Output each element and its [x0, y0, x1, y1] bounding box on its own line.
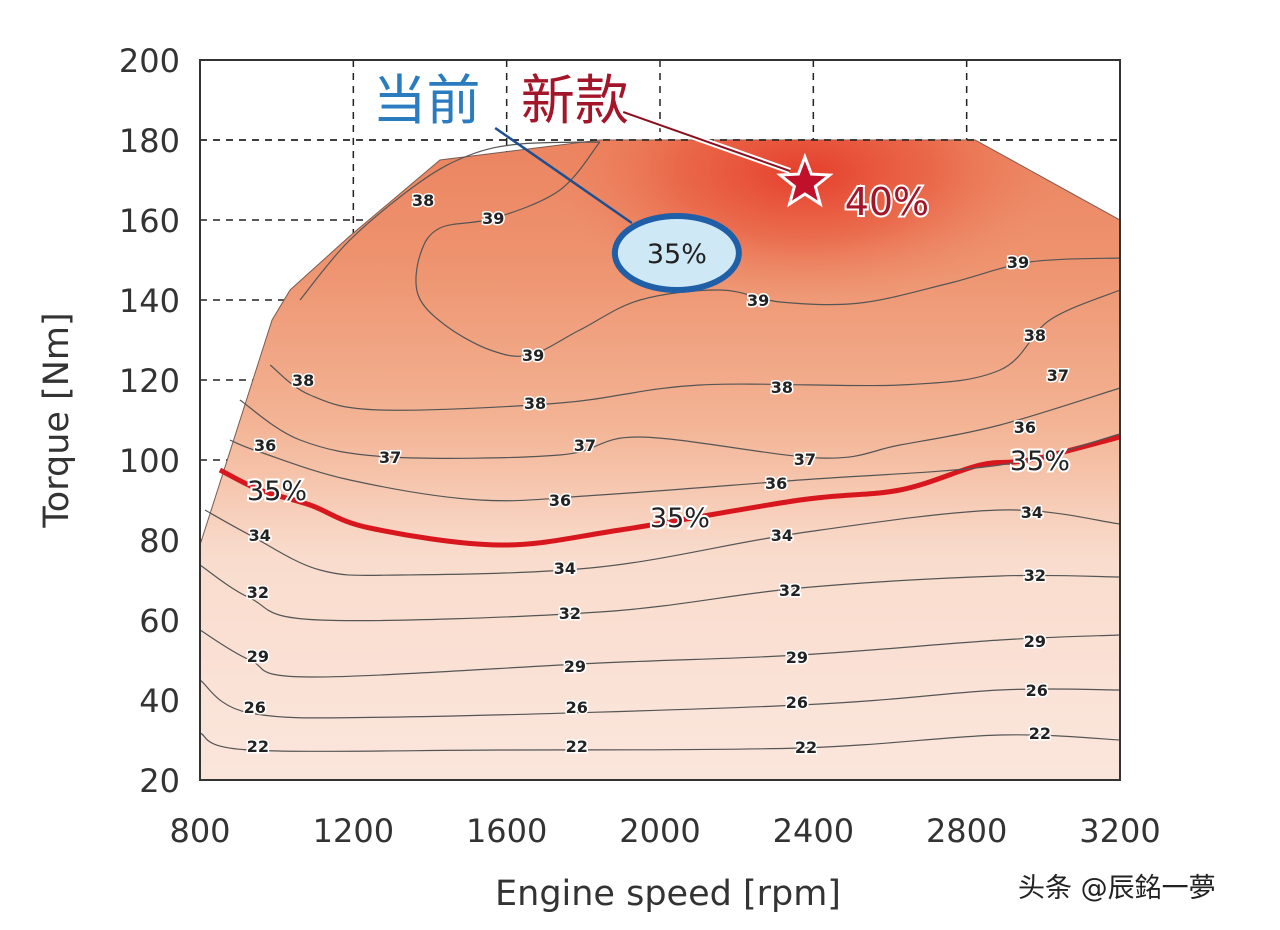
contour-label: 22	[1029, 724, 1051, 743]
y-tick-label: 20	[139, 762, 180, 800]
contour-label-35: 35%	[1010, 446, 1070, 477]
y-tick-label: 120	[119, 362, 180, 400]
contour-label-35: 35%	[650, 503, 710, 534]
contour-line-22	[199, 732, 1121, 752]
x-tick-label: 3200	[1079, 812, 1160, 850]
x-tick-label: 2000	[619, 812, 700, 850]
annotations: 35% 当前 40% 新款	[371, 68, 931, 293]
contour-line-38	[299, 141, 600, 301]
contour-label: 26	[244, 698, 266, 717]
contour-label: 34	[1021, 503, 1043, 522]
contour-label-35: 35%	[247, 476, 307, 507]
contour-label: 38	[412, 191, 434, 210]
contour-label: 26	[786, 693, 808, 712]
x-axis-label: Engine speed [rpm]	[495, 874, 841, 914]
y-tick-label: 60	[139, 602, 180, 640]
contour-label: 22	[247, 737, 269, 756]
contour-label: 34	[554, 559, 576, 578]
contour-label: 39	[522, 346, 544, 365]
contour-label: 36	[254, 436, 276, 455]
contour-label: 38	[292, 371, 314, 390]
new-label: 新款	[521, 69, 629, 132]
x-tick-label: 2800	[926, 812, 1007, 850]
x-tick-label: 2400	[773, 812, 854, 850]
y-tick-label: 160	[119, 202, 180, 240]
contour-label: 37	[379, 448, 401, 467]
y-tick-label: 100	[119, 442, 180, 480]
new-efficiency-value: 40%	[845, 180, 929, 224]
x-tick-label: 800	[169, 812, 230, 850]
contour-label: 22	[795, 738, 817, 757]
contour-line-39	[415, 141, 1121, 357]
contour-label: 32	[1024, 566, 1046, 585]
contour-label: 36	[1014, 418, 1036, 437]
star-icon	[776, 152, 834, 208]
watermark: 头条 @辰銘一夢	[1018, 873, 1216, 904]
contour-label: 36	[765, 474, 787, 493]
contour-label: 36	[549, 491, 571, 510]
contour-line-26	[199, 679, 1121, 719]
contour-line-32	[199, 564, 1121, 622]
contour-label: 32	[779, 581, 801, 600]
axis-ticks: 20 40 60 80 100 120 140 160 180 200 800 1200 1600 200…	[119, 42, 1161, 850]
contour-label: 38	[1024, 326, 1046, 345]
y-tick-label: 80	[139, 522, 180, 560]
current-leader-line	[494, 126, 633, 225]
contour-label: 32	[247, 583, 269, 602]
x-tick-label: 1200	[313, 812, 394, 850]
contour-line-29	[199, 629, 1121, 678]
y-tick-label: 200	[119, 42, 180, 80]
contour-label: 29	[247, 647, 269, 666]
contour-line-37	[239, 387, 1121, 459]
y-tick-label: 40	[139, 682, 180, 720]
x-tick-label: 1600	[466, 812, 547, 850]
contour-label: 22	[566, 737, 588, 756]
contour-label: 26	[566, 698, 588, 717]
contour-label: 32	[559, 604, 581, 623]
contour-label: 29	[564, 657, 586, 676]
contour-label: 38	[524, 394, 546, 413]
contour-line-34	[204, 509, 1121, 577]
contour-label: 37	[574, 436, 596, 455]
y-tick-label: 140	[119, 282, 180, 320]
y-tick-label: 180	[119, 122, 180, 160]
contour-label: 37	[794, 450, 816, 469]
contour-label: 34	[249, 526, 271, 545]
contour-label: 29	[1024, 632, 1046, 651]
contour-label: 39	[482, 209, 504, 228]
contour-lines	[199, 139, 1121, 752]
contour-label: 38	[771, 378, 793, 397]
contour-label: 39	[747, 291, 769, 310]
contour-label: 37	[1047, 366, 1069, 385]
new-leader-line	[622, 111, 791, 172]
current-efficiency-value: 35%	[647, 239, 707, 270]
contour-labels: 38 39 39 39 39 38 38 38 38 37 37 37 37 36 36 36 36 34 34 34…	[242, 190, 1072, 759]
contour-label: 26	[1026, 681, 1048, 700]
contour-line-38	[269, 289, 1121, 411]
efficiency-region	[199, 139, 1121, 781]
current-label: 当前	[373, 69, 481, 132]
contour-label: 29	[786, 648, 808, 667]
contour-line-36	[229, 433, 1121, 502]
contour-label: 39	[1007, 253, 1029, 272]
contour-label: 34	[771, 526, 793, 545]
plot-frame	[199, 59, 1121, 781]
contour-line-35	[218, 434, 1121, 548]
y-axis-label: Torque [Nm]	[37, 312, 77, 528]
current-efficiency-bubble	[611, 213, 742, 293]
